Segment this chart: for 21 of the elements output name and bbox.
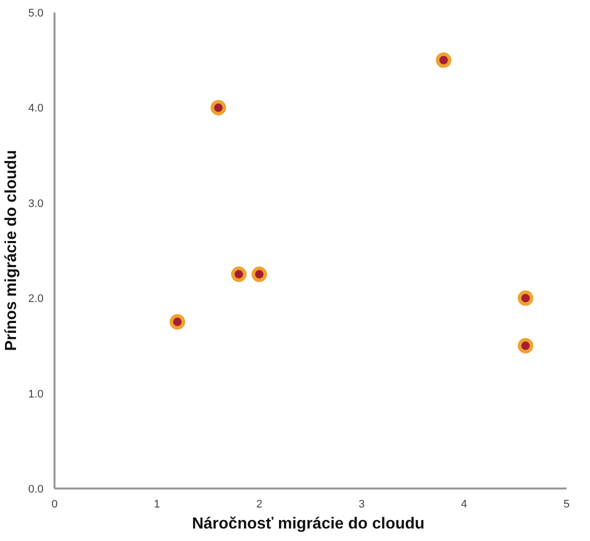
y-tick-label: 5.0 [28,8,44,20]
point [518,338,534,354]
y-tick-label: 1.0 [28,388,44,400]
point [170,314,186,330]
x-tick-label: 0 [51,498,58,510]
x-axis-title: Náročnosť migrácie do cloudu [192,516,425,532]
point [210,100,226,116]
x-tick-label: 4 [461,498,468,510]
point [436,52,452,68]
y-tick-label: 0.0 [28,484,44,496]
x-tick-label: 3 [358,498,365,510]
x-tick-label: 2 [256,498,262,510]
x-tick-label: 5 [563,498,570,510]
y-tick-label: 3.0 [28,198,44,210]
y-tick-label: 4.0 [28,102,44,115]
point [518,290,534,306]
x-tick-label: 1 [154,498,160,510]
point [231,266,247,282]
point [252,266,268,282]
y-tick-label: 2.0 [28,293,44,306]
y-axis-title: Prínos migrácie do cloudu [3,150,20,351]
